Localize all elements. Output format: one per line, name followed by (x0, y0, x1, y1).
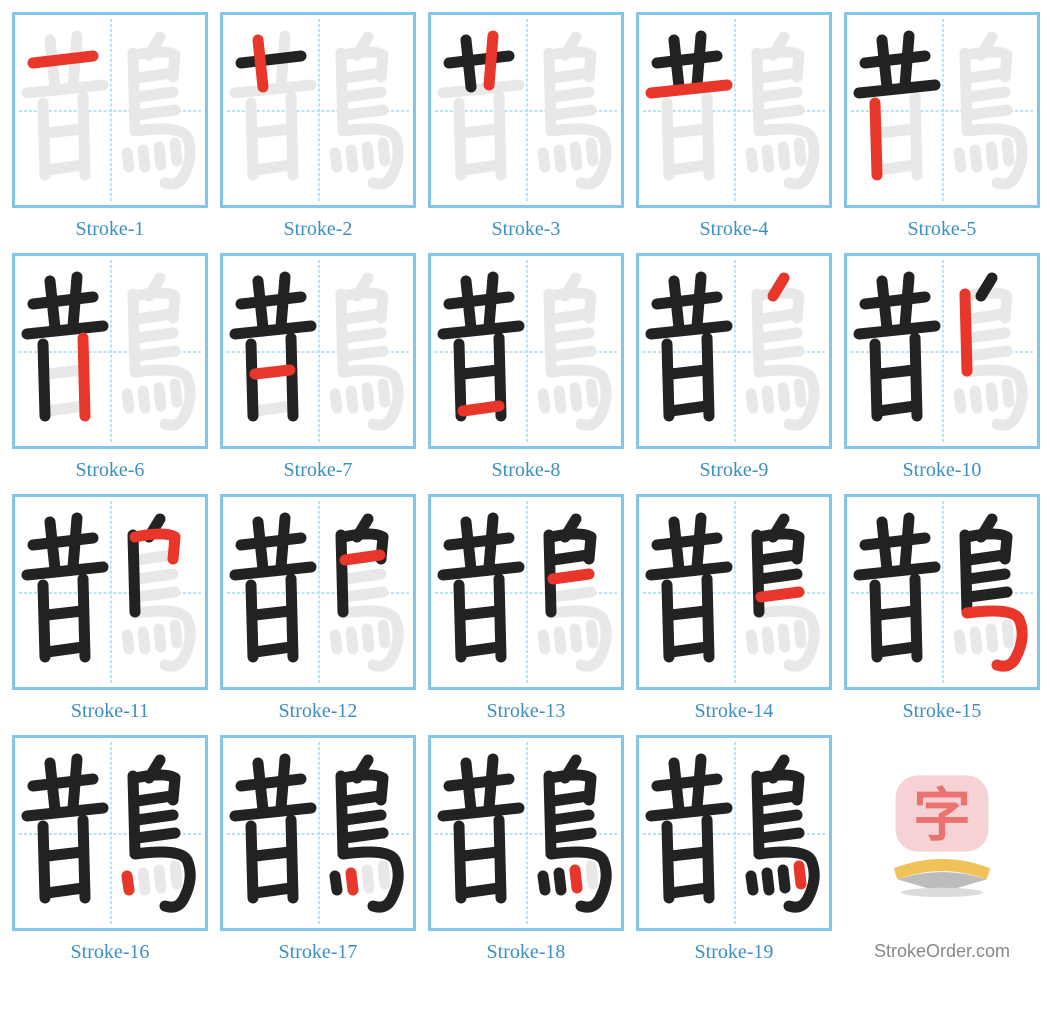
grid-cell: Stroke-12 (220, 494, 416, 723)
grid-cell: Stroke-16 (12, 735, 208, 964)
stroke-caption: Stroke-4 (700, 218, 769, 241)
grid-cell: Stroke-1 (12, 12, 208, 241)
stroke-tile-4 (636, 12, 832, 208)
grid-cell: Stroke-17 (220, 735, 416, 964)
stroke-tile-15 (844, 494, 1040, 690)
stroke-caption: Stroke-16 (71, 941, 150, 964)
stroke-tile-9 (636, 253, 832, 449)
stroke-caption: Stroke-3 (492, 218, 561, 241)
stroke-caption: Stroke-11 (71, 700, 149, 723)
stroke-tile-5 (844, 12, 1040, 208)
grid-cell: Stroke-3 (428, 12, 624, 241)
stroke-caption: Stroke-15 (903, 700, 982, 723)
grid-cell: Stroke-19 (636, 735, 832, 964)
stroke-caption: Stroke-10 (903, 459, 982, 482)
stroke-caption: Stroke-17 (279, 941, 358, 964)
grid-cell: Stroke-9 (636, 253, 832, 482)
grid-cell: Stroke-5 (844, 12, 1040, 241)
grid-cell: Stroke-4 (636, 12, 832, 241)
grid-cell: Stroke-7 (220, 253, 416, 482)
stroke-grid: Stroke-1 Stroke-2 Stroke-3 Stroke-4 Stroke-5… (12, 12, 1038, 964)
stroke-caption: Stroke-8 (492, 459, 561, 482)
stroke-tile-14 (636, 494, 832, 690)
svg-text:字: 字 (913, 784, 971, 848)
grid-cell: Stroke-18 (428, 735, 624, 964)
grid-cell: Stroke-15 (844, 494, 1040, 723)
footer-text: StrokeOrder.com (874, 941, 1010, 962)
grid-cell: Stroke-11 (12, 494, 208, 723)
stroke-caption: Stroke-1 (76, 218, 145, 241)
site-logo: 字 (844, 735, 1040, 931)
stroke-tile-11 (12, 494, 208, 690)
grid-cell: Stroke-6 (12, 253, 208, 482)
stroke-caption: Stroke-18 (487, 941, 566, 964)
stroke-tile-7 (220, 253, 416, 449)
stroke-tile-2 (220, 12, 416, 208)
grid-cell: Stroke-8 (428, 253, 624, 482)
stroke-tile-16 (12, 735, 208, 931)
stroke-caption: Stroke-6 (76, 459, 145, 482)
grid-cell: Stroke-13 (428, 494, 624, 723)
grid-cell: Stroke-14 (636, 494, 832, 723)
stroke-tile-13 (428, 494, 624, 690)
stroke-caption: Stroke-9 (700, 459, 769, 482)
stroke-tile-6 (12, 253, 208, 449)
stroke-caption: Stroke-5 (908, 218, 977, 241)
stroke-caption: Stroke-19 (695, 941, 774, 964)
stroke-tile-10 (844, 253, 1040, 449)
stroke-caption: Stroke-12 (279, 700, 358, 723)
stroke-caption: Stroke-2 (284, 218, 353, 241)
stroke-tile-18 (428, 735, 624, 931)
stroke-tile-3 (428, 12, 624, 208)
grid-cell: Stroke-10 (844, 253, 1040, 482)
stroke-caption: Stroke-7 (284, 459, 353, 482)
stroke-tile-12 (220, 494, 416, 690)
logo-cell: 字 StrokeOrder.com (844, 735, 1040, 964)
grid-cell: Stroke-2 (220, 12, 416, 241)
stroke-caption: Stroke-14 (695, 700, 774, 723)
stroke-tile-8 (428, 253, 624, 449)
stroke-caption: Stroke-13 (487, 700, 566, 723)
stroke-tile-19 (636, 735, 832, 931)
stroke-tile-17 (220, 735, 416, 931)
stroke-tile-1 (12, 12, 208, 208)
